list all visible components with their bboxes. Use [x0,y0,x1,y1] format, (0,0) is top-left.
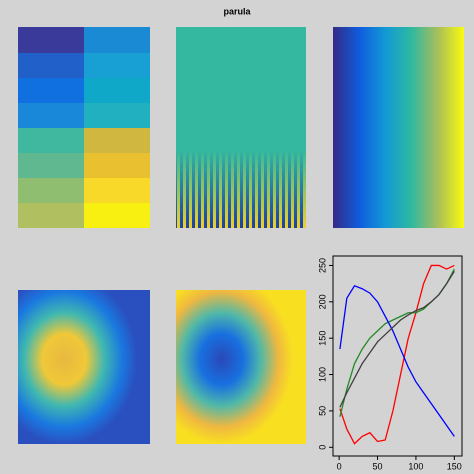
series-line [339,268,455,417]
x-tick-label: 50 [373,461,383,471]
series-line [339,264,455,445]
title: parula [223,6,251,16]
x-tick-label: 150 [447,461,462,471]
x-tick-label: 0 [337,461,342,471]
frequency-image [176,27,306,228]
series-line [339,270,455,408]
volcano-image [18,290,150,444]
volcano-image-reversed [176,290,306,444]
y-tick-label: 50 [317,406,327,416]
y-tick-label: 150 [317,331,327,346]
gradient-image [333,27,464,228]
x-tick-label: 100 [408,461,423,471]
y-tick-label: 0 [317,445,327,450]
y-tick-label: 250 [317,258,327,273]
series-line [339,285,455,437]
block-image [18,27,150,228]
y-tick-label: 200 [317,294,327,309]
plot-box [332,255,463,457]
y-tick-label: 100 [317,367,327,382]
